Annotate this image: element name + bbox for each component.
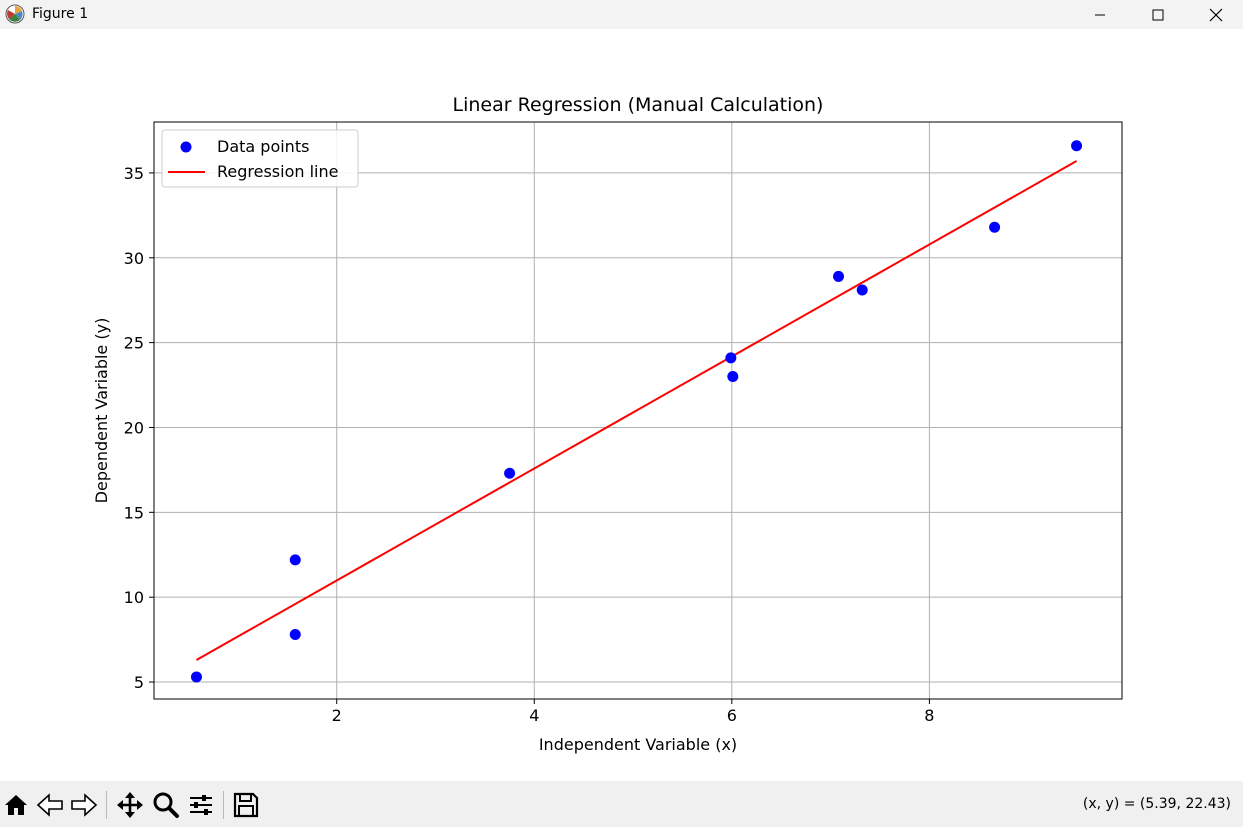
data-point bbox=[289, 629, 301, 641]
coordinate-readout: (x, y) = (5.39, 22.43) bbox=[1082, 796, 1231, 812]
close-icon bbox=[1209, 8, 1223, 21]
zoom-button[interactable] bbox=[150, 789, 182, 821]
y-tick-label: 25 bbox=[124, 334, 144, 353]
y-tick-label: 10 bbox=[124, 588, 144, 607]
window-title: Figure 1 bbox=[32, 6, 89, 22]
regression-line bbox=[195, 160, 1078, 661]
legend-label-regression-line: Regression line bbox=[217, 162, 338, 181]
y-tick-label: 5 bbox=[134, 673, 144, 692]
back-icon bbox=[36, 793, 63, 817]
chart-title: Linear Regression (Manual Calculation) bbox=[453, 94, 824, 116]
figure-canvas[interactable]: 2 4 6 8 5 10 15 20 25 30 35 Linear Regression (Man… bbox=[0, 29, 1243, 781]
x-tick-label: 8 bbox=[924, 706, 934, 725]
axis-ticks: 2 4 6 8 5 10 15 20 25 30 35 bbox=[124, 164, 935, 725]
forward-icon bbox=[71, 793, 98, 817]
forward-button[interactable] bbox=[68, 789, 100, 821]
toolbar-separator bbox=[106, 791, 107, 819]
minimize-button[interactable] bbox=[1071, 0, 1129, 29]
close-button[interactable] bbox=[1187, 0, 1243, 29]
back-button[interactable] bbox=[34, 789, 66, 821]
zoom-icon bbox=[153, 792, 179, 818]
pan-button[interactable] bbox=[114, 789, 146, 821]
navigation-toolbar: (x, y) = (5.39, 22.43) bbox=[0, 781, 1243, 827]
pan-icon bbox=[117, 792, 143, 818]
x-axis-label: Independent Variable (x) bbox=[539, 735, 737, 754]
legend: Data points Regression line bbox=[161, 129, 359, 188]
x-tick-label: 2 bbox=[332, 706, 342, 725]
configure-subplots-button[interactable] bbox=[185, 789, 217, 821]
legend-box bbox=[161, 129, 359, 188]
chart-svg: 2 4 6 8 5 10 15 20 25 30 35 Linear Regression (Man… bbox=[92, 94, 1123, 754]
toolbar-separator bbox=[223, 791, 224, 819]
data-point bbox=[504, 467, 516, 479]
save-button[interactable] bbox=[230, 789, 262, 821]
window-titlebar: Figure 1 bbox=[0, 0, 1243, 29]
plot-data bbox=[190, 140, 1083, 683]
data-point bbox=[289, 554, 301, 566]
matplotlib-app-icon bbox=[5, 4, 25, 24]
home-button[interactable] bbox=[0, 789, 32, 821]
x-tick-label: 4 bbox=[529, 706, 539, 725]
home-icon bbox=[5, 795, 27, 815]
data-point bbox=[833, 270, 845, 282]
y-tick-label: 35 bbox=[124, 164, 144, 183]
save-icon bbox=[233, 792, 259, 818]
data-point bbox=[989, 221, 1001, 233]
x-tick-label: 6 bbox=[727, 706, 737, 725]
legend-label-data-points: Data points bbox=[217, 137, 309, 156]
data-point bbox=[1071, 140, 1083, 152]
y-tick-label: 15 bbox=[124, 503, 144, 522]
grid bbox=[154, 122, 1122, 699]
y-tick-label: 20 bbox=[124, 418, 144, 437]
maximize-button[interactable] bbox=[1129, 0, 1187, 29]
data-point bbox=[190, 671, 202, 683]
maximize-icon bbox=[1152, 9, 1164, 20]
minimize-icon bbox=[1095, 14, 1105, 15]
legend-marker-data-points bbox=[180, 141, 192, 153]
data-point bbox=[727, 371, 739, 383]
axes-frame bbox=[153, 121, 1123, 700]
configure-subplots-icon bbox=[190, 795, 212, 815]
data-point bbox=[856, 284, 868, 296]
data-point bbox=[725, 352, 737, 364]
y-tick-label: 30 bbox=[124, 249, 144, 268]
y-axis-label: Dependent Variable (y) bbox=[92, 318, 111, 504]
